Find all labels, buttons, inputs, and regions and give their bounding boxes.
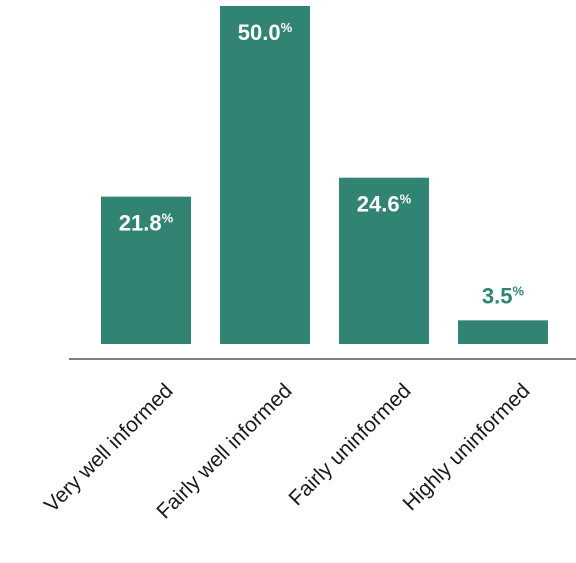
value-number: 24.6 (357, 192, 400, 217)
bar-very-well-informed (101, 196, 191, 344)
tick-label-fairly-well-informed: Fairly well informed (152, 379, 296, 523)
value-label-very-well-informed: 21.8% (119, 211, 174, 236)
value-number: 3.5 (482, 283, 513, 308)
value-label-highly-uninformed: 3.5% (482, 283, 525, 308)
value-number: 21.8 (119, 211, 162, 236)
value-labels-group: 21.8%50.0%24.6%3.5% (119, 20, 525, 308)
value-percent-sign: % (513, 283, 525, 298)
tick-label-very-well-informed: Very well informed (40, 379, 178, 517)
bar-fairly-uninformed (339, 177, 429, 344)
value-percent-sign: % (400, 192, 412, 207)
bar-highly-uninformed (458, 320, 548, 344)
tick-label-fairly-uninformed: Fairly uninformed (285, 379, 416, 510)
bar-fairly-well-informed (220, 6, 310, 344)
value-label-fairly-uninformed: 24.6% (357, 192, 412, 217)
value-label-fairly-well-informed: 50.0% (238, 20, 293, 45)
value-percent-sign: % (162, 211, 174, 226)
bars-group (101, 6, 548, 344)
tick-label-highly-uninformed: Highly uninformed (399, 379, 535, 515)
value-percent-sign: % (281, 20, 293, 35)
value-number: 50.0 (238, 20, 281, 45)
